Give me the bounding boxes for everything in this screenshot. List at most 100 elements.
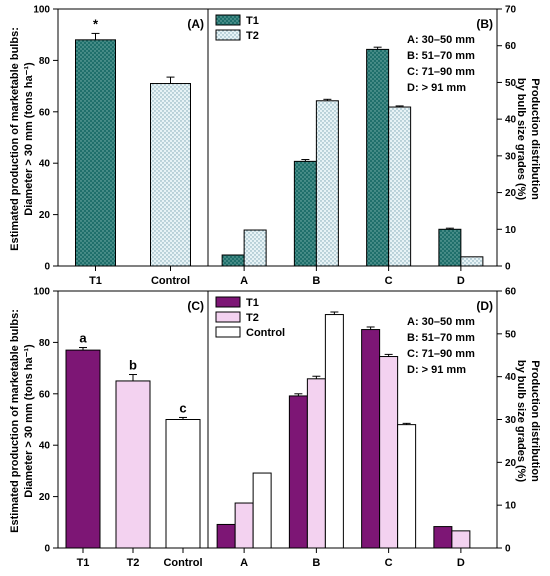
significance-label-c: a — [79, 331, 87, 346]
left-axis-title-bottom-line-1: Estimated production of marketable bulbs… — [9, 309, 21, 533]
left-axis-title: Estimated production of marketable bulbs… — [9, 27, 35, 251]
x-tick-label-d: C — [385, 557, 393, 569]
bar-b-t2-c — [388, 106, 412, 267]
panel-label-c: (C) — [187, 299, 204, 313]
panel-frame-b — [207, 8, 498, 267]
y-tick-label-a: 60 — [39, 107, 51, 118]
significance-label-a: * — [93, 16, 99, 31]
right-axis-title-bottom: Production distribution by bulb size gra… — [515, 360, 541, 483]
y-tick-label-d: 30 — [505, 415, 517, 426]
y-tick-label-b: 40 — [505, 115, 517, 126]
left-axis-title-line-2: Diameter > 30 mm (tons ha⁻¹) — [23, 62, 35, 216]
x-tick-label-a: Control — [151, 275, 190, 287]
y-tick-label-b: 0 — [505, 262, 511, 273]
grade-key-d: C: 71–90 mm — [407, 348, 475, 360]
y-tick-label-b: 70 — [505, 5, 517, 16]
y-tick-label-a: 0 — [44, 262, 50, 273]
panels: 020406080100T1*Control(A)020406080100T1a… — [33, 5, 516, 570]
bar-d-t1-a — [216, 523, 236, 549]
y-tick-label-c: 100 — [33, 287, 50, 298]
bar-d-control-a — [252, 472, 272, 549]
legend-label-d: T1 — [246, 297, 259, 309]
bar-d-t2-b — [306, 378, 326, 549]
y-tick-label-a: 80 — [39, 56, 51, 67]
legend-label-b: T1 — [246, 15, 259, 27]
legend-label-b: T2 — [246, 30, 259, 42]
bar-d-t1-b — [288, 395, 308, 549]
grade-key-b: B: 51–70 mm — [407, 50, 475, 62]
x-tick-label-b: D — [457, 275, 465, 287]
legend-swatch-d-t1 — [215, 296, 241, 308]
bar-c-t1 — [65, 349, 101, 549]
y-tick-label-a: 20 — [39, 210, 51, 221]
x-tick-label-c: Control — [163, 557, 202, 569]
right-axis-title: Production distribution by bulb size gra… — [515, 78, 541, 201]
x-tick-label-b: C — [385, 275, 393, 287]
significance-label-c: c — [179, 400, 186, 415]
bar-d-t1-c — [361, 329, 381, 549]
right-axis-title-bottom-line-1: Production distribution — [529, 360, 541, 482]
grade-key-b: A: 30–50 mm — [407, 34, 475, 46]
x-tick-label-c: T1 — [77, 557, 90, 569]
bar-d-control-c — [397, 424, 417, 549]
bar-a-t1 — [75, 39, 116, 267]
y-tick-label-d: 40 — [505, 372, 517, 383]
y-tick-label-c: 40 — [39, 441, 51, 452]
bar-b-t2-a — [243, 229, 267, 267]
grade-key-d: A: 30–50 mm — [407, 316, 475, 328]
y-tick-label-b: 10 — [505, 225, 517, 236]
y-tick-label-c: 0 — [44, 544, 50, 555]
y-tick-label-c: 80 — [39, 338, 51, 349]
legend-swatch-d-control — [215, 326, 241, 338]
panel-label-b: (B) — [476, 17, 493, 31]
x-tick-label-d: D — [457, 557, 465, 569]
grade-key-d: B: 51–70 mm — [407, 332, 475, 344]
y-tick-label-b: 60 — [505, 41, 517, 52]
legend-label-d: Control — [246, 327, 285, 339]
y-tick-label-a: 100 — [33, 5, 50, 16]
x-tick-label-b: B — [312, 275, 320, 287]
y-tick-label-b: 20 — [505, 188, 517, 199]
x-tick-label-d: B — [312, 557, 320, 569]
bar-c-t2 — [115, 380, 151, 549]
panel-label-a: (A) — [187, 17, 204, 31]
right-axis-title-line-1: Production distribution — [529, 78, 541, 200]
legend-label-d: T2 — [246, 312, 259, 324]
left-axis-title-line-1: Estimated production of marketable bulbs… — [9, 27, 21, 251]
bar-b-t1-d — [438, 228, 462, 267]
panel-label-d: (D) — [476, 299, 493, 313]
bar-d-t2-c — [379, 356, 399, 549]
y-tick-label-d: 0 — [505, 544, 511, 555]
left-axis-title-bottom: Estimated production of marketable bulbs… — [9, 309, 35, 533]
left-axis-title-bottom-line-2: Diameter > 30 mm (tons ha⁻¹) — [23, 344, 35, 498]
x-tick-label-d: A — [240, 557, 248, 569]
bar-b-t2-d — [460, 256, 484, 267]
legend-swatch-d-t2 — [215, 311, 241, 323]
legend-swatch-b-t2 — [215, 29, 241, 41]
legend-swatch-b-t1 — [215, 14, 241, 26]
x-tick-label-b: A — [240, 275, 248, 287]
y-tick-label-d: 50 — [505, 329, 517, 340]
grade-key-b: C: 71–90 mm — [407, 66, 475, 78]
bar-a-control — [150, 83, 191, 267]
right-axis-title-line-2: by bulb size grades (%) — [515, 78, 527, 201]
bar-d-t2-d — [451, 530, 471, 549]
bar-d-t2-a — [234, 502, 254, 549]
y-tick-label-a: 40 — [39, 159, 51, 170]
x-tick-label-a: T1 — [89, 275, 102, 287]
y-tick-label-c: 20 — [39, 492, 51, 503]
y-tick-label-b: 30 — [505, 151, 517, 162]
y-tick-label-b: 50 — [505, 78, 517, 89]
bar-b-t2-b — [315, 100, 339, 267]
bar-b-t1-b — [293, 160, 317, 267]
right-axis-title-bottom-line-2: by bulb size grades (%) — [515, 360, 527, 483]
y-tick-label-c: 60 — [39, 389, 51, 400]
grade-key-d: D: > 91 mm — [407, 364, 466, 376]
bar-b-t1-c — [366, 48, 390, 267]
bar-d-control-b — [324, 314, 344, 549]
y-tick-label-d: 60 — [505, 287, 517, 298]
bar-d-t1-d — [433, 526, 453, 549]
grade-key-b: D: > 91 mm — [407, 82, 466, 94]
bar-b-t1-a — [221, 254, 245, 267]
